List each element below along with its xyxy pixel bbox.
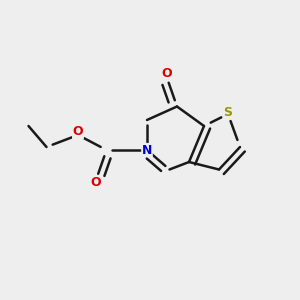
Text: S: S — [224, 106, 232, 119]
Text: O: O — [91, 176, 101, 190]
Text: O: O — [161, 67, 172, 80]
Text: O: O — [73, 125, 83, 139]
Text: N: N — [142, 143, 152, 157]
